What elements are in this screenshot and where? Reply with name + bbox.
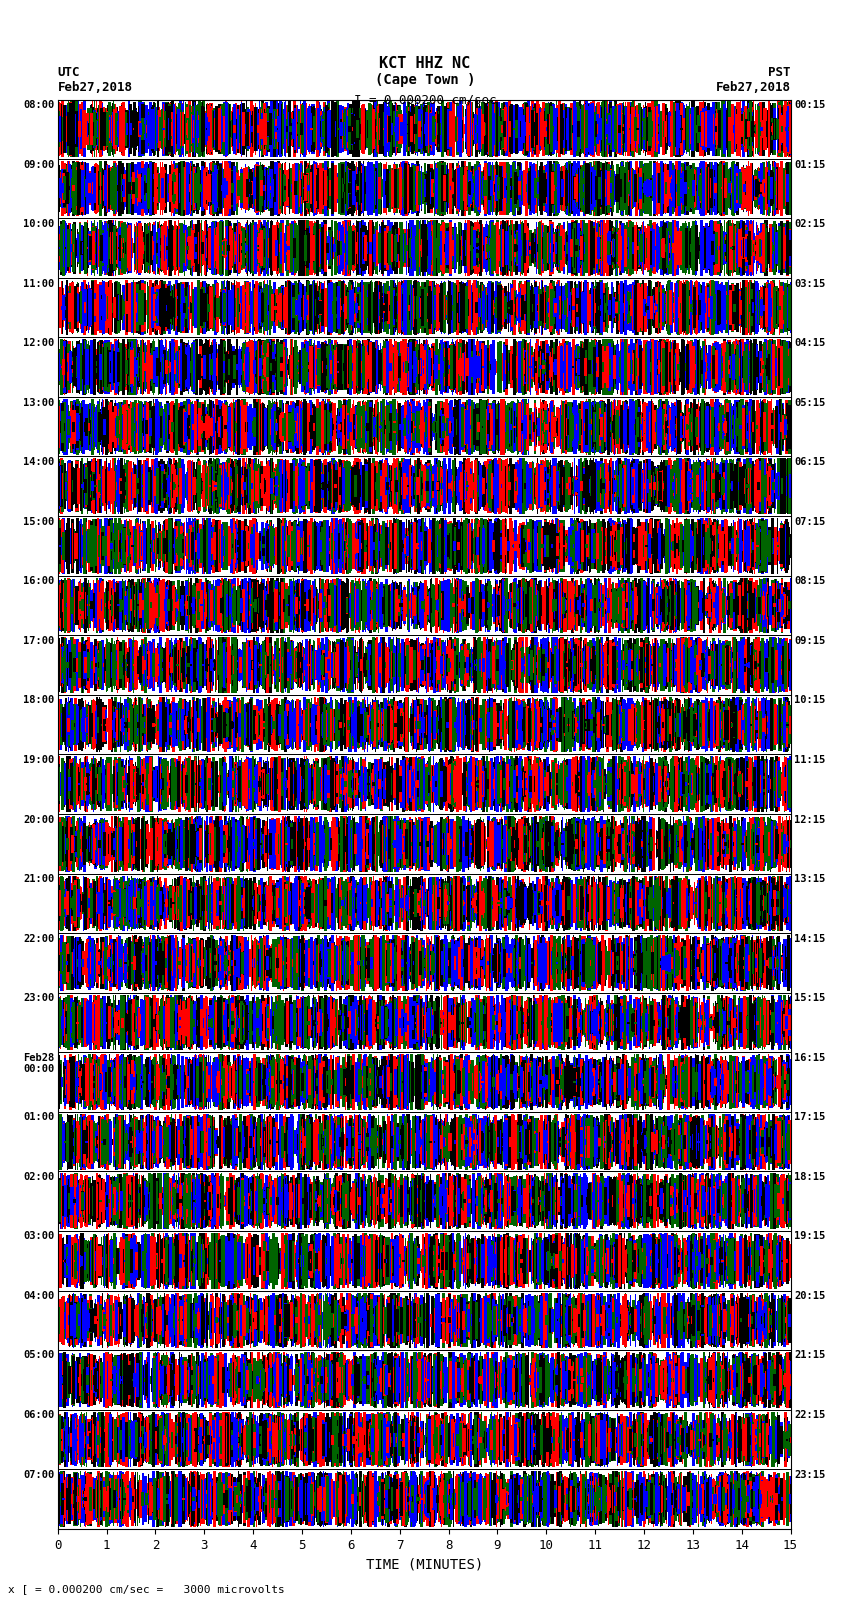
Text: 23:15: 23:15 (794, 1469, 825, 1479)
Text: Feb27,2018: Feb27,2018 (716, 81, 790, 94)
Text: Feb27,2018: Feb27,2018 (58, 81, 133, 94)
Text: 22:15: 22:15 (794, 1410, 825, 1419)
Text: 20:15: 20:15 (794, 1290, 825, 1302)
Text: 20:00: 20:00 (23, 815, 54, 824)
Text: KCT HHZ NC: KCT HHZ NC (379, 56, 471, 71)
Text: PST: PST (768, 66, 790, 79)
Text: 04:15: 04:15 (794, 339, 825, 348)
Text: 14:15: 14:15 (794, 934, 825, 944)
Text: 23:00: 23:00 (23, 994, 54, 1003)
Text: 00:15: 00:15 (794, 100, 825, 110)
Text: 05:00: 05:00 (23, 1350, 54, 1360)
Text: 13:00: 13:00 (23, 398, 54, 408)
Text: 08:00: 08:00 (23, 100, 54, 110)
Text: 10:00: 10:00 (23, 219, 54, 229)
Text: 18:15: 18:15 (794, 1171, 825, 1182)
Text: 11:15: 11:15 (794, 755, 825, 765)
Text: 04:00: 04:00 (23, 1290, 54, 1302)
Text: Feb28
00:00: Feb28 00:00 (23, 1053, 54, 1074)
Text: 19:00: 19:00 (23, 755, 54, 765)
Text: 15:00: 15:00 (23, 516, 54, 527)
Text: 12:00: 12:00 (23, 339, 54, 348)
Text: 17:00: 17:00 (23, 636, 54, 645)
Text: 21:15: 21:15 (794, 1350, 825, 1360)
Text: 02:15: 02:15 (794, 219, 825, 229)
Text: 02:00: 02:00 (23, 1171, 54, 1182)
Text: (Cape Town ): (Cape Town ) (375, 73, 475, 87)
Text: 11:00: 11:00 (23, 279, 54, 289)
Text: I = 0.000200 cm/sec: I = 0.000200 cm/sec (354, 94, 496, 106)
Text: 01:00: 01:00 (23, 1113, 54, 1123)
Text: 13:15: 13:15 (794, 874, 825, 884)
Text: 05:15: 05:15 (794, 398, 825, 408)
Text: 09:15: 09:15 (794, 636, 825, 645)
X-axis label: TIME (MINUTES): TIME (MINUTES) (366, 1558, 483, 1571)
Text: 07:15: 07:15 (794, 516, 825, 527)
Text: 16:00: 16:00 (23, 576, 54, 587)
Text: 16:15: 16:15 (794, 1053, 825, 1063)
Text: 18:00: 18:00 (23, 695, 54, 705)
Text: 21:00: 21:00 (23, 874, 54, 884)
Text: 17:15: 17:15 (794, 1113, 825, 1123)
Text: 06:00: 06:00 (23, 1410, 54, 1419)
Text: 03:15: 03:15 (794, 279, 825, 289)
Text: 08:15: 08:15 (794, 576, 825, 587)
Text: 07:00: 07:00 (23, 1469, 54, 1479)
Text: 01:15: 01:15 (794, 160, 825, 169)
Text: 12:15: 12:15 (794, 815, 825, 824)
Text: 09:00: 09:00 (23, 160, 54, 169)
Text: 03:00: 03:00 (23, 1231, 54, 1242)
Text: 15:15: 15:15 (794, 994, 825, 1003)
Text: 06:15: 06:15 (794, 458, 825, 468)
Text: 19:15: 19:15 (794, 1231, 825, 1242)
Text: UTC: UTC (58, 66, 80, 79)
Text: x [ = 0.000200 cm/sec =   3000 microvolts: x [ = 0.000200 cm/sec = 3000 microvolts (8, 1584, 286, 1594)
Text: 14:00: 14:00 (23, 458, 54, 468)
Text: 10:15: 10:15 (794, 695, 825, 705)
Text: 22:00: 22:00 (23, 934, 54, 944)
